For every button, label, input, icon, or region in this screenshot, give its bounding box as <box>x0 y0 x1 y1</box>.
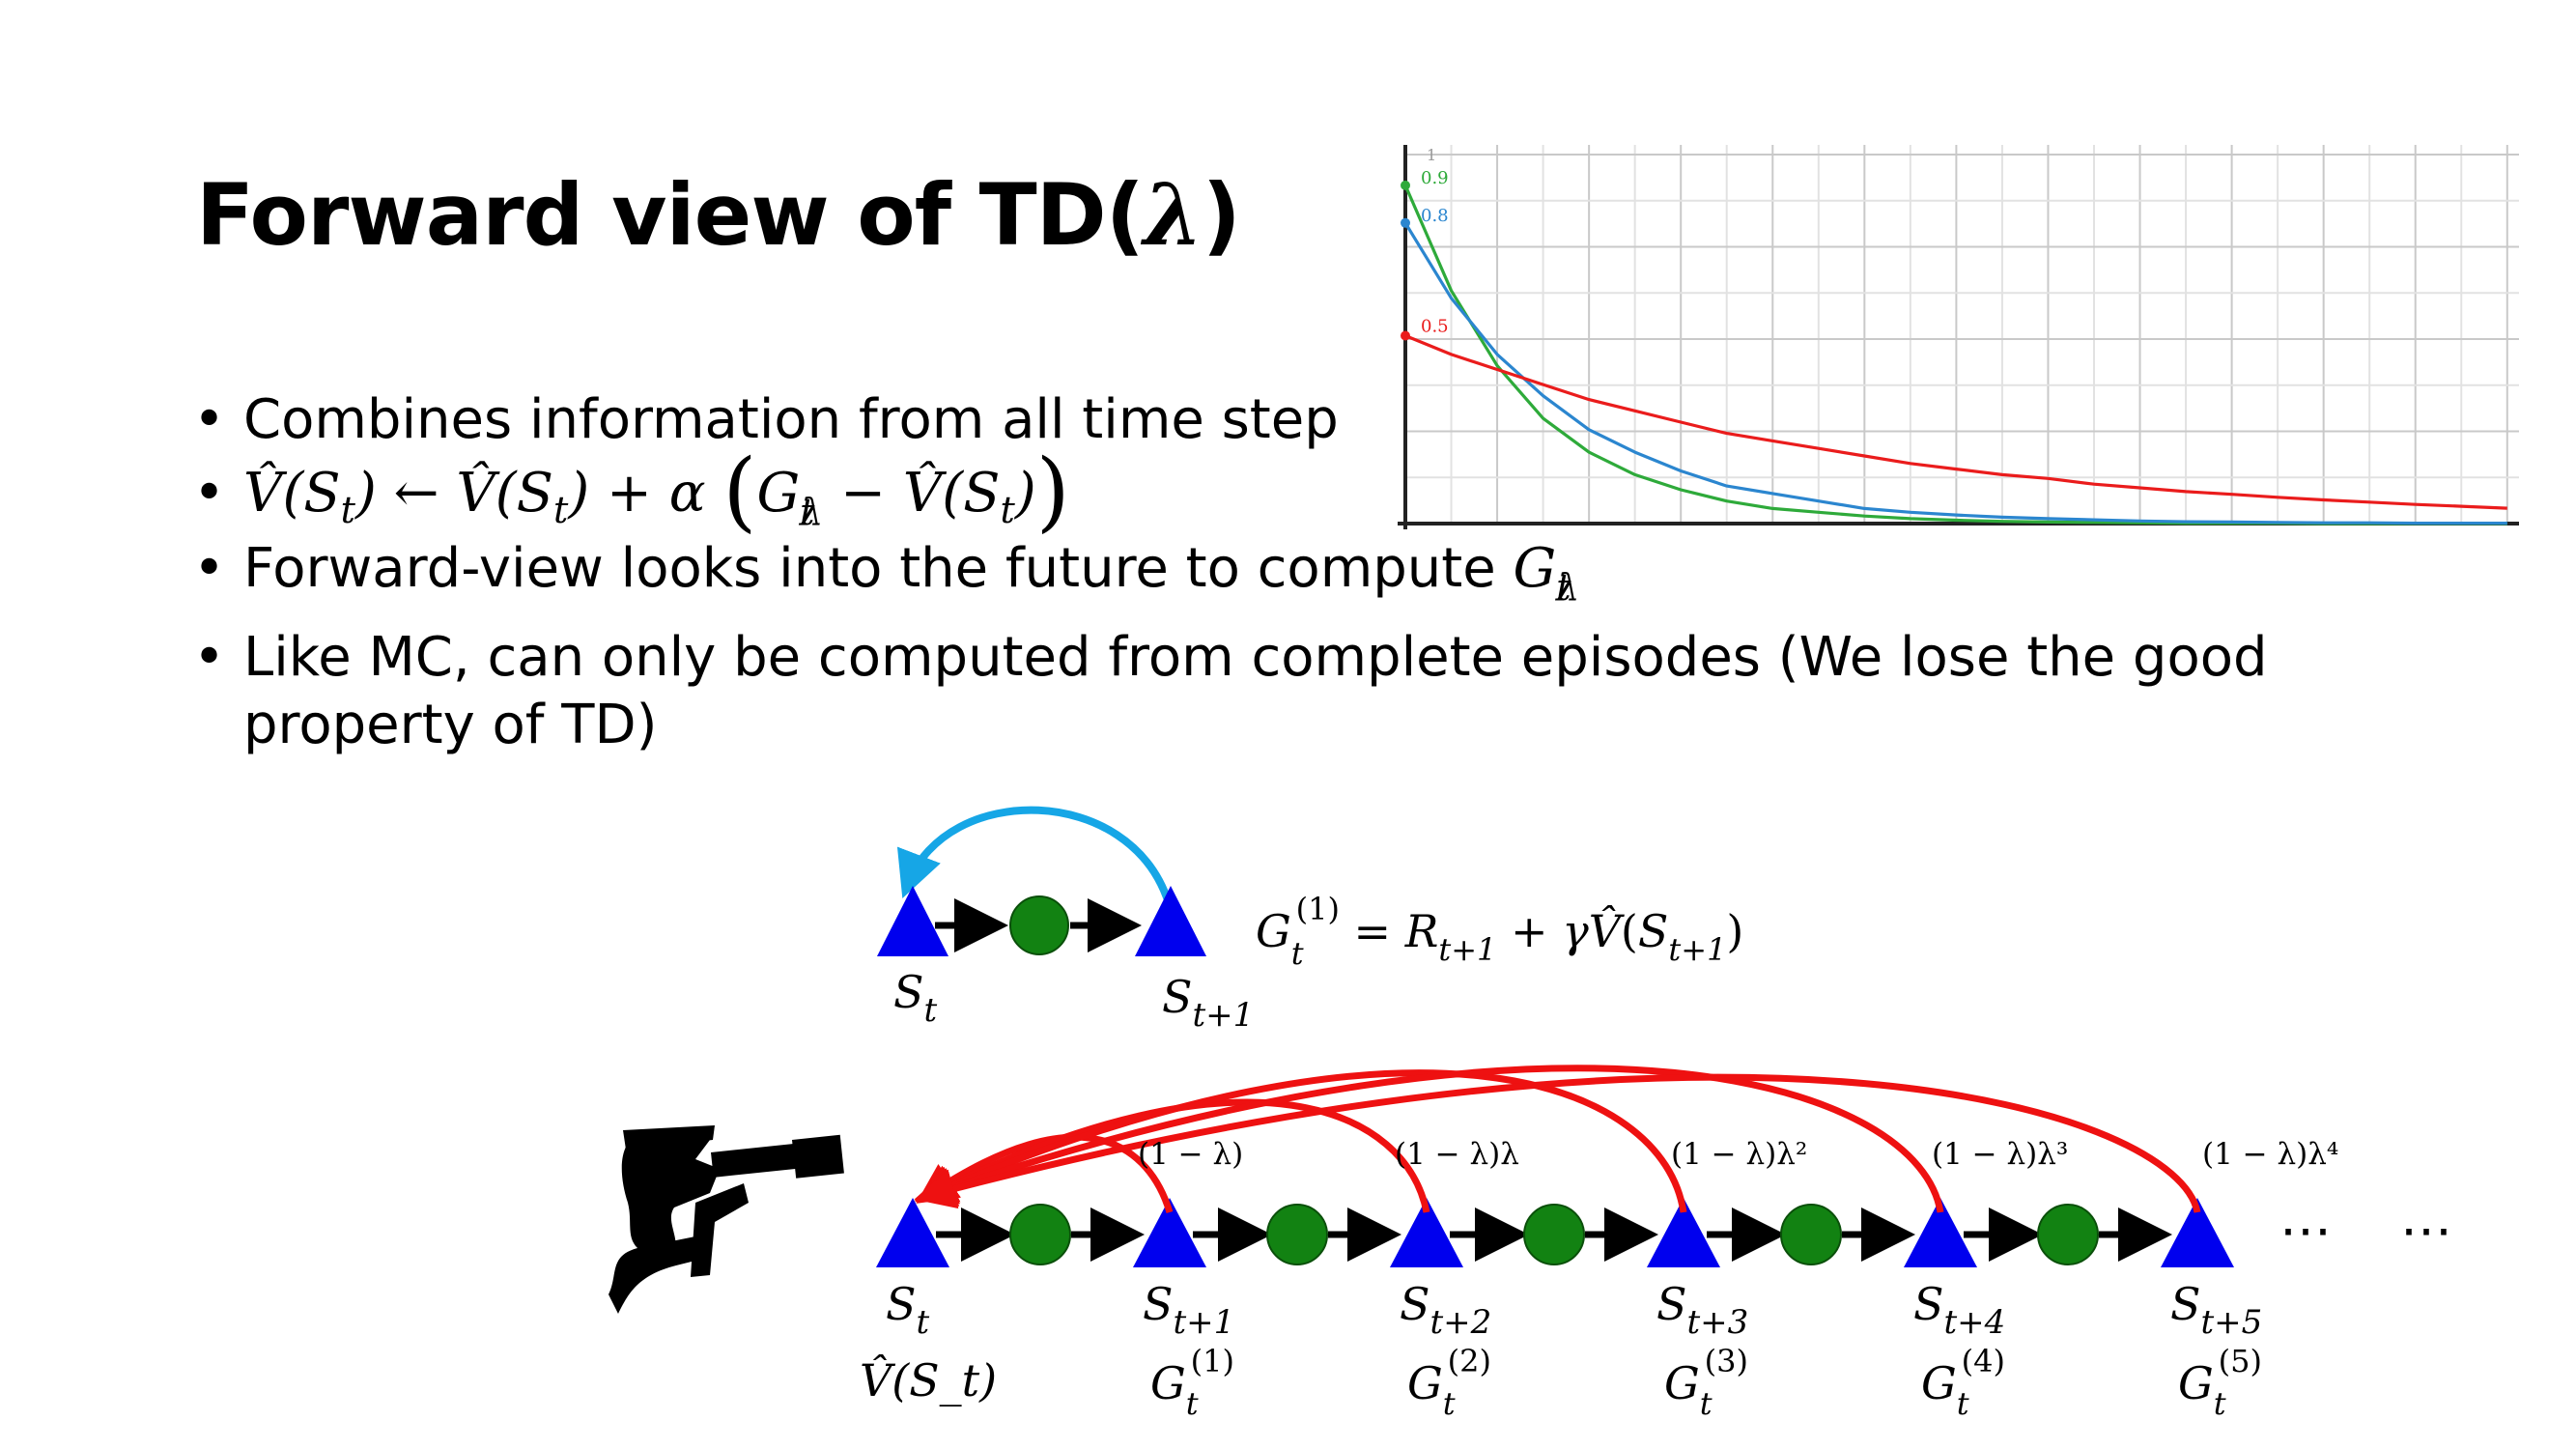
ellipsis: ⋯ <box>2279 1200 2332 1261</box>
return-label: Gt(3) <box>1664 1343 1748 1422</box>
weight-label: (1 − λ) <box>1138 1137 1243 1172</box>
slide-title: Forward view of TD(λ) <box>196 164 1241 265</box>
weight-arc-2 <box>915 1098 1430 1213</box>
title-close-paren: ) <box>1202 165 1241 265</box>
series-label-0.9: 0.9 <box>1421 168 1449 188</box>
action-circle <box>1009 895 1069 955</box>
state-triangle <box>1647 1198 1720 1267</box>
series-line-0.5 <box>1404 334 2507 510</box>
chain-labels: St V̂(S_t) St+1Gt(1) St+2Gt(2) St+3Gt(3) St+4… <box>860 1137 2452 1422</box>
bullet-text: Forward-view looks into the future to co… <box>243 537 1514 600</box>
state-triangle <box>877 886 948 956</box>
state-label: St+1 <box>1143 1278 1234 1342</box>
series-start-point-0.8 <box>1401 217 1410 228</box>
state-triangle <box>2161 1198 2234 1267</box>
series-start-point-0.9 <box>1401 180 1410 190</box>
state-chain <box>876 1198 2234 1267</box>
top-tick-label: 1 <box>1427 146 1436 164</box>
state-triangle <box>1390 1198 1463 1267</box>
title-lambda: λ <box>1143 164 1203 265</box>
bullet-like-mc: Like MC, can only be computed from compl… <box>193 624 2320 759</box>
bullet-update-rule: V̂(St) ← V̂(St) + α (Gλt − V̂(St)) <box>193 440 2318 542</box>
chart-series-labels: 0.9 0.8 0.5 <box>1421 168 1449 337</box>
state-label-st: St <box>893 966 938 1030</box>
series-line-0.8 <box>1403 221 2507 526</box>
series-label-0.8: 0.8 <box>1421 206 1449 226</box>
return-label: Gt(1) <box>1150 1343 1234 1422</box>
action-circle <box>1780 1204 1842 1265</box>
bullet-list: Combines information from all time step … <box>193 386 2318 759</box>
action-circle <box>2037 1204 2099 1265</box>
lambda-weight-arcs <box>914 1065 2201 1214</box>
weight-arc-5 <box>914 1073 2201 1213</box>
state-label: St <box>886 1278 930 1342</box>
lambda-decay-chart: 1 0.9 0.8 0.5 <box>1398 145 2519 529</box>
state-triangle <box>1904 1198 1977 1267</box>
state-triangle <box>1135 886 1206 956</box>
chart-series <box>1401 180 2507 526</box>
action-circle <box>1523 1204 1585 1265</box>
weight-label: (1 − λ)λ² <box>1671 1137 1807 1172</box>
series-start-point-0.5 <box>1401 330 1410 341</box>
weight-arc-4 <box>914 1065 1944 1213</box>
state-label: St+3 <box>1656 1278 1748 1342</box>
state-label: St+5 <box>2170 1278 2262 1342</box>
return-label: Gt(5) <box>2178 1343 2262 1422</box>
update-rule-equation: V̂(St) ← V̂(St) + α (G λ t − V̂(St)) <box>243 440 1070 542</box>
bullet-combines: Combines information from all time step <box>193 386 2318 454</box>
state-triangle <box>876 1198 949 1267</box>
bullet-text: Like MC, can only be computed from compl… <box>243 626 2268 756</box>
weight-label: (1 − λ)λ⁴ <box>2202 1137 2338 1172</box>
return-label: Gt(2) <box>1407 1343 1491 1422</box>
title-text: Forward view of TD( <box>196 165 1145 265</box>
state-label: St+4 <box>1913 1278 2005 1342</box>
bullet-forward-view: Forward-view looks into the future to co… <box>193 535 2318 609</box>
weight-label: (1 − λ)λ³ <box>1932 1137 2068 1172</box>
person-with-telescope-icon <box>609 1125 844 1314</box>
td-backup-arc <box>897 806 1173 905</box>
bullet-text: Combines information from all time step <box>243 388 1339 451</box>
weight-label: (1 − λ)λ <box>1395 1137 1519 1172</box>
state-value-label: V̂(S_t) <box>860 1354 997 1406</box>
td-target-equation: Gt(1) = Rt+1 + γV̂(St+1) <box>1256 891 1743 972</box>
return-label: Gt(4) <box>1921 1343 2005 1422</box>
state-label-st1: St+1 <box>1162 971 1254 1035</box>
chart-grid <box>1404 145 2519 525</box>
td-one-step-example: St St+1 Gt(1) = Rt+1 + γV̂(St+1) <box>877 806 1743 1035</box>
action-circle <box>1009 1204 1071 1265</box>
series-label-0.5: 0.5 <box>1421 317 1449 337</box>
ellipsis: ⋯ <box>2400 1200 2452 1261</box>
state-label: St+2 <box>1400 1278 1491 1342</box>
weight-arc-3 <box>915 1069 1687 1213</box>
chart-axes: 1 <box>1398 145 2519 529</box>
action-circle <box>1266 1204 1328 1265</box>
td-lambda-diagram: St St+1 Gt(1) = Rt+1 + γV̂(St+1) St V̂(S_… <box>609 806 2452 1422</box>
state-triangle <box>1133 1198 1206 1267</box>
